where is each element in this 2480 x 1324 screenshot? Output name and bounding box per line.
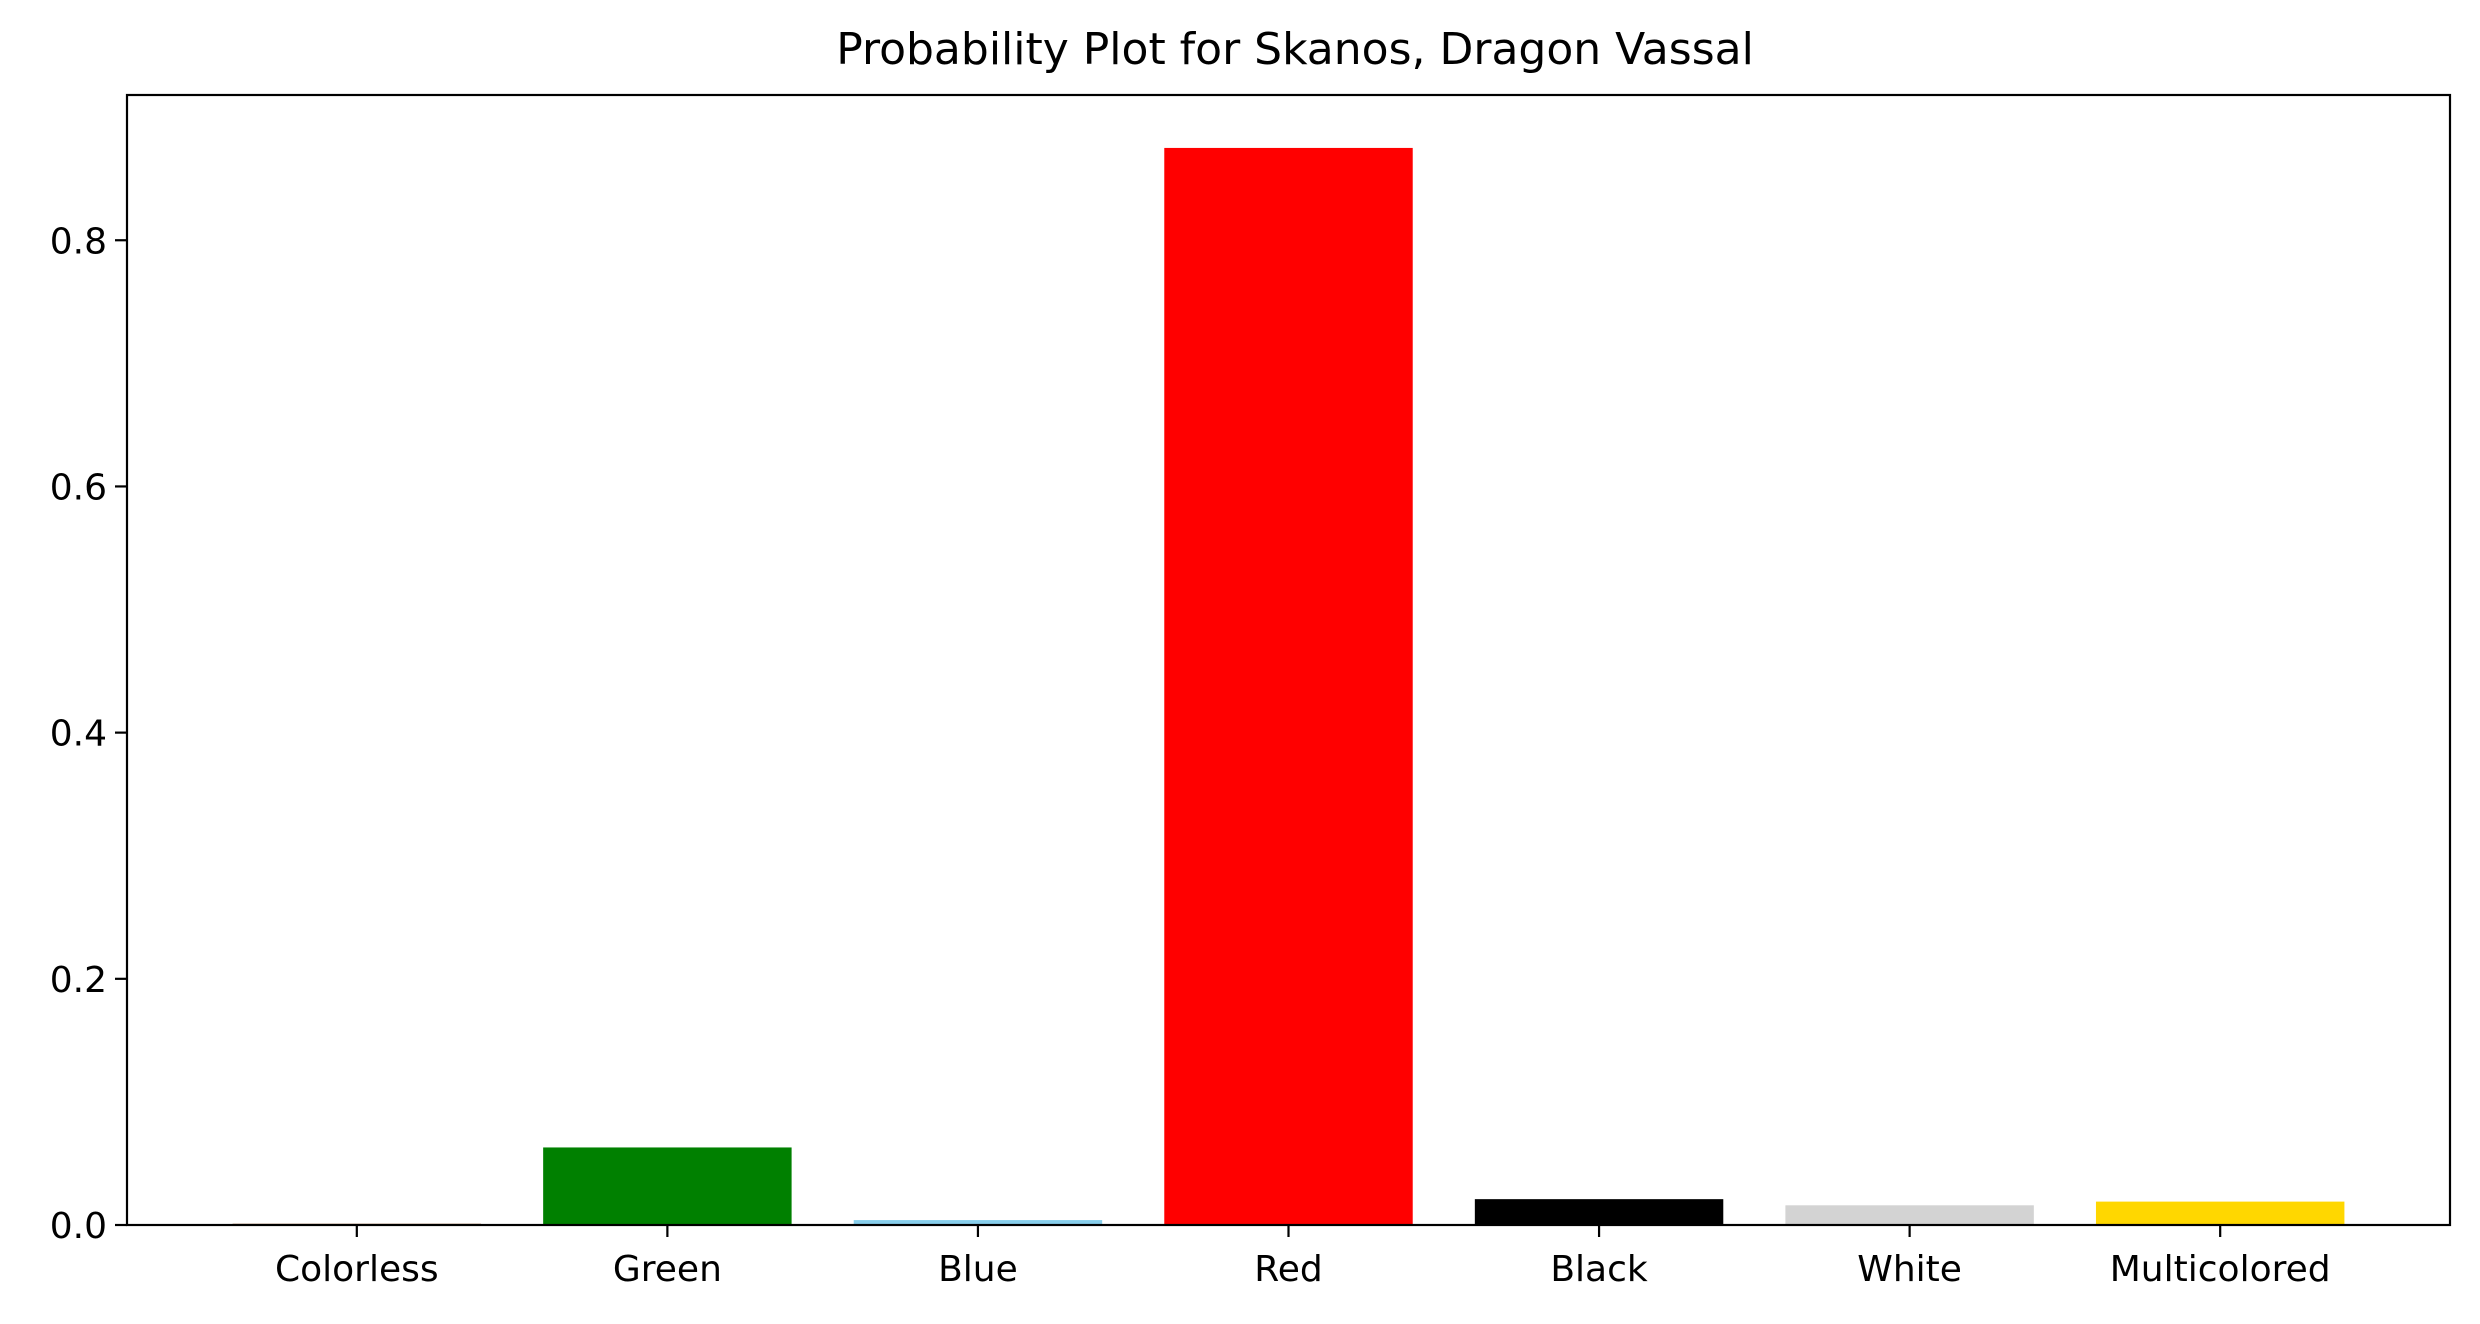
- x-tick-label: Blue: [938, 1249, 1018, 1290]
- y-tick-label: 0.6: [50, 467, 107, 508]
- bar-multicolored: [2095, 1201, 2345, 1225]
- plot-frame: [125, 93, 2452, 1227]
- y-axis-ticks: 0.0 0.2 0.4 0.6 0.8: [50, 221, 127, 1247]
- x-tick-label: Multicolored: [2110, 1249, 2331, 1290]
- y-tick-label: 0.4: [50, 714, 107, 755]
- bar-white: [1785, 1205, 2034, 1225]
- bar-black: [1474, 1199, 1724, 1225]
- bar-green: [543, 1147, 792, 1225]
- x-axis-ticks: Colorless Green Blue Red Black White Multicolo…: [275, 1225, 2331, 1290]
- x-tick-label: Black: [1550, 1249, 1648, 1290]
- x-tick-label: Colorless: [275, 1249, 439, 1290]
- x-tick-label: White: [1857, 1249, 1962, 1290]
- bar-blue: [853, 1220, 1103, 1225]
- bar-red: [1164, 147, 1413, 1225]
- x-tick-label: Red: [1254, 1249, 1322, 1290]
- chart-title: Probability Plot for Skanos, Dragon Vass…: [836, 24, 1754, 75]
- y-tick-label: 0.0: [50, 1206, 107, 1247]
- y-tick-label: 0.8: [50, 221, 107, 262]
- x-tick-label: Green: [613, 1249, 722, 1290]
- bars-group: [232, 147, 2345, 1225]
- y-tick-label: 0.2: [50, 960, 107, 1001]
